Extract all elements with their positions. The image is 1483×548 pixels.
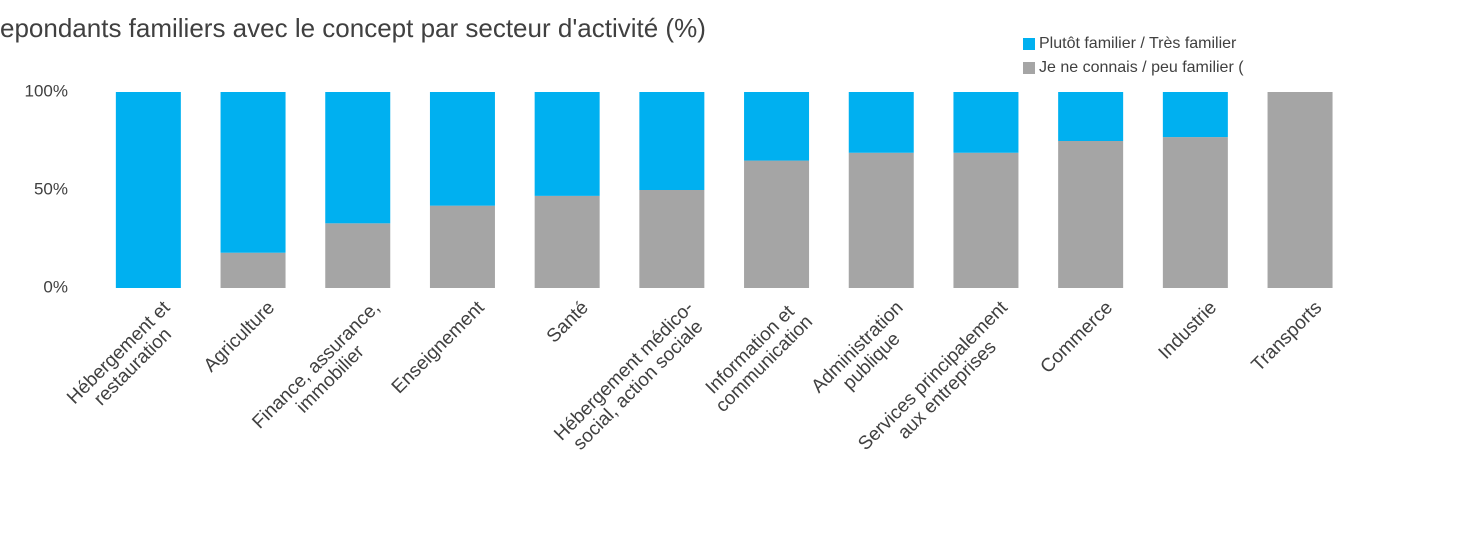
bar-segment xyxy=(744,92,810,161)
bar-segment xyxy=(429,92,495,206)
bar-segment xyxy=(534,92,600,196)
legend-swatch xyxy=(1023,38,1035,50)
bar-segment xyxy=(325,223,391,288)
legend-label: Je ne connais / peu familier ( xyxy=(1039,59,1244,76)
bar-segment xyxy=(325,92,391,224)
bar-segment xyxy=(1162,137,1228,288)
bar-segment xyxy=(639,190,705,288)
legend-swatch xyxy=(1023,62,1035,74)
bar-segment xyxy=(534,195,600,288)
bar-segment xyxy=(220,252,286,288)
bar-segment xyxy=(639,92,705,190)
bar-segment xyxy=(220,92,286,253)
bar-segment xyxy=(848,92,914,153)
legend-label: Plutôt familier / Très familier xyxy=(1039,35,1237,52)
y-tick-label: 50% xyxy=(34,179,68,198)
bar-segment xyxy=(1267,92,1333,288)
bar-segment xyxy=(1058,141,1124,288)
chart-title: epondants familiers avec le concept par … xyxy=(0,13,706,43)
bar-segment xyxy=(429,205,495,288)
bar-segment xyxy=(953,92,1019,153)
bar-segment xyxy=(1162,92,1228,138)
bar-segment xyxy=(115,92,181,288)
bar-segment xyxy=(848,152,914,288)
y-tick-label: 0% xyxy=(43,277,68,296)
y-tick-label: 100% xyxy=(25,81,68,100)
bar-segment xyxy=(1058,92,1124,141)
bar-segment xyxy=(744,160,810,288)
bar-segment xyxy=(953,152,1019,288)
